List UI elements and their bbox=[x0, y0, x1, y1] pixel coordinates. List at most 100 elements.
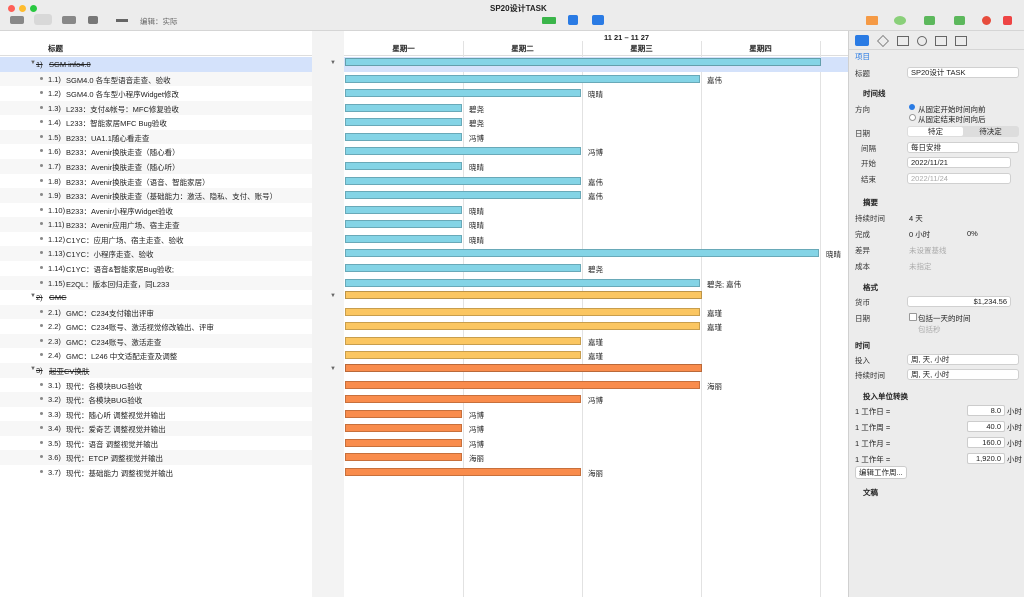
section-heading[interactable]: 投入单位转换 bbox=[863, 392, 908, 401]
title-field[interactable]: SP20设计 TASK bbox=[907, 67, 1019, 78]
segment[interactable]: 待决定 bbox=[979, 127, 1002, 136]
task-title[interactable]: 现代：各模块BUG验收 bbox=[66, 381, 143, 391]
section-heading[interactable]: 文稿 bbox=[863, 488, 878, 497]
task-title[interactable]: 现代：随心听 调整视觉并输出 bbox=[66, 410, 166, 420]
task-title[interactable]: GMC bbox=[49, 293, 67, 303]
task-title[interactable]: 起亚CV换肤 bbox=[49, 366, 90, 376]
task-title[interactable]: L233：支付&帐号：MFC修复验收 bbox=[66, 104, 179, 114]
disclosure[interactable]: ▼ bbox=[30, 60, 36, 66]
resource-tab[interactable] bbox=[917, 36, 927, 46]
close-button[interactable] bbox=[8, 5, 15, 12]
task-bar[interactable] bbox=[345, 89, 581, 98]
task-bar[interactable] bbox=[345, 132, 462, 141]
field[interactable]: 160.0 bbox=[967, 437, 1005, 448]
task-bar[interactable] bbox=[345, 234, 462, 243]
add-task-icon[interactable] bbox=[568, 15, 578, 25]
task-title[interactable]: B233：UA1.1随心看走查 bbox=[66, 133, 150, 143]
network-icon[interactable] bbox=[62, 16, 76, 24]
radio-off[interactable] bbox=[909, 114, 916, 121]
task-bar[interactable] bbox=[345, 191, 581, 200]
task-title[interactable]: C1YC：小程序走查、验收 bbox=[66, 250, 154, 260]
task-title[interactable]: GMC：C234支付输出评审 bbox=[66, 308, 154, 318]
task-bar[interactable] bbox=[345, 395, 581, 404]
level-icon[interactable] bbox=[924, 16, 935, 25]
task-bar[interactable] bbox=[345, 467, 581, 476]
task-bar[interactable] bbox=[345, 249, 819, 258]
edit-mode[interactable]: 编辑：实际 bbox=[140, 17, 178, 26]
disclosure[interactable]: ▼ bbox=[30, 365, 36, 372]
end-field[interactable]: 2022/11/24 bbox=[907, 173, 1011, 184]
inspector-icon[interactable] bbox=[1003, 16, 1012, 25]
checkbox[interactable] bbox=[909, 313, 917, 321]
section-heading[interactable]: 格式 bbox=[863, 283, 878, 292]
task-title[interactable]: L233：智能家居MFC Bug验收 bbox=[66, 119, 167, 129]
task-title[interactable]: E2QL：版本回归走查，同L233 bbox=[66, 279, 170, 289]
group-icon[interactable] bbox=[592, 15, 604, 25]
task-bar[interactable] bbox=[345, 263, 581, 272]
task-bar[interactable] bbox=[345, 307, 700, 316]
task-title[interactable]: C1YC：应用广场、宿主走查、验收 bbox=[66, 235, 184, 245]
task-title[interactable]: 现代：各模块BUG验收 bbox=[66, 396, 143, 406]
sidebar-icon[interactable] bbox=[10, 16, 24, 24]
view-icon[interactable] bbox=[894, 16, 906, 25]
field[interactable]: 1,920.0 bbox=[967, 453, 1005, 464]
task-title[interactable]: 现代：ETCP 调整视觉并输出 bbox=[66, 454, 163, 464]
task-title[interactable]: B233：Avenir换肤走查（语音、智能家居） bbox=[66, 177, 210, 187]
task-title[interactable]: B233：Avenir换肤走查（随心看） bbox=[66, 148, 180, 158]
task-title[interactable]: GMC：C234账号、激活走查 bbox=[66, 337, 162, 347]
task-title[interactable]: B233：Avenir应用广场、宿主走查 bbox=[66, 221, 180, 231]
update-icon[interactable] bbox=[954, 16, 965, 25]
task-title[interactable]: GMC：L246 中文适配走查及调整 bbox=[66, 352, 178, 362]
effort-popup[interactable]: 周, 天, 小时 bbox=[907, 354, 1019, 365]
task-bar[interactable] bbox=[345, 453, 462, 462]
task-title[interactable]: 现代：语音 调整视觉并输出 bbox=[66, 439, 159, 449]
radio-on[interactable] bbox=[909, 104, 915, 110]
task-title[interactable]: 现代：爱奇艺 调整视觉并输出 bbox=[66, 425, 166, 435]
start-field[interactable]: 2022/11/21 bbox=[907, 157, 1011, 168]
split-icon[interactable] bbox=[116, 19, 128, 22]
task-title[interactable]: SGM4.0 各车型小程序Widget修改 bbox=[66, 90, 179, 100]
radio-label[interactable]: 从固定开始时间向前 bbox=[918, 105, 986, 114]
milestone-icon[interactable] bbox=[542, 17, 556, 24]
checkbox-label[interactable]: 包括秒 bbox=[918, 325, 941, 334]
resource-icon[interactable] bbox=[88, 16, 98, 24]
table-tab[interactable] bbox=[955, 36, 967, 46]
task-title[interactable]: C1YC：语音&智能家居Bug验收; bbox=[66, 264, 174, 274]
task-bar[interactable] bbox=[345, 336, 581, 345]
segment[interactable]: 特定 bbox=[908, 127, 963, 136]
task-bar[interactable] bbox=[345, 161, 462, 170]
disclosure[interactable]: ▼ bbox=[30, 293, 36, 300]
field[interactable]: 8.0 bbox=[967, 405, 1005, 416]
task-bar[interactable] bbox=[345, 103, 462, 112]
task-bar[interactable] bbox=[345, 409, 462, 418]
duration-popup[interactable]: 周, 天, 小时 bbox=[907, 369, 1019, 380]
field[interactable]: 40.0 bbox=[967, 421, 1005, 432]
task-bar[interactable] bbox=[345, 322, 700, 331]
zoom-button[interactable] bbox=[30, 5, 37, 12]
checkbox-label[interactable]: 包括一天的时间 bbox=[918, 314, 971, 323]
interval-popup[interactable]: 每日安排 bbox=[907, 142, 1019, 153]
task-title[interactable]: SGM4.0 各车型语音走查、验收 bbox=[66, 75, 171, 85]
outline-icon[interactable] bbox=[34, 14, 52, 25]
section-heading[interactable]: 摘要 bbox=[863, 198, 878, 207]
task-title[interactable]: SGM info4.0 bbox=[49, 60, 91, 69]
task-bar[interactable] bbox=[345, 147, 581, 156]
calendar-icon[interactable] bbox=[866, 16, 878, 25]
task-bar[interactable] bbox=[345, 424, 462, 433]
style-tab[interactable] bbox=[897, 36, 909, 46]
section-heading[interactable]: 时间线 bbox=[863, 89, 886, 98]
minimize-button[interactable] bbox=[19, 5, 26, 12]
task-bar[interactable] bbox=[345, 438, 462, 447]
violation-icon[interactable] bbox=[982, 16, 991, 25]
task-bar[interactable] bbox=[345, 278, 700, 287]
task-title[interactable]: 现代：基础能力 调整视觉并输出 bbox=[66, 468, 174, 478]
task-bar[interactable] bbox=[345, 220, 462, 229]
task-bar[interactable] bbox=[345, 351, 581, 360]
task-bar[interactable] bbox=[345, 380, 700, 389]
task-title[interactable]: B233：Avenir小程序Widget验收 bbox=[66, 206, 173, 216]
edit-week-button[interactable]: 编辑工作周... bbox=[855, 466, 907, 479]
task-title[interactable]: B233：Avenir换肤走查（基础能力：激活、隐私、支付、账号） bbox=[66, 192, 278, 202]
task-bar[interactable] bbox=[345, 74, 700, 83]
radio-label[interactable]: 从固定结束时间向后 bbox=[918, 115, 986, 124]
task-title[interactable]: GMC：C234账号、激活视觉修改输出、评审 bbox=[66, 323, 214, 333]
